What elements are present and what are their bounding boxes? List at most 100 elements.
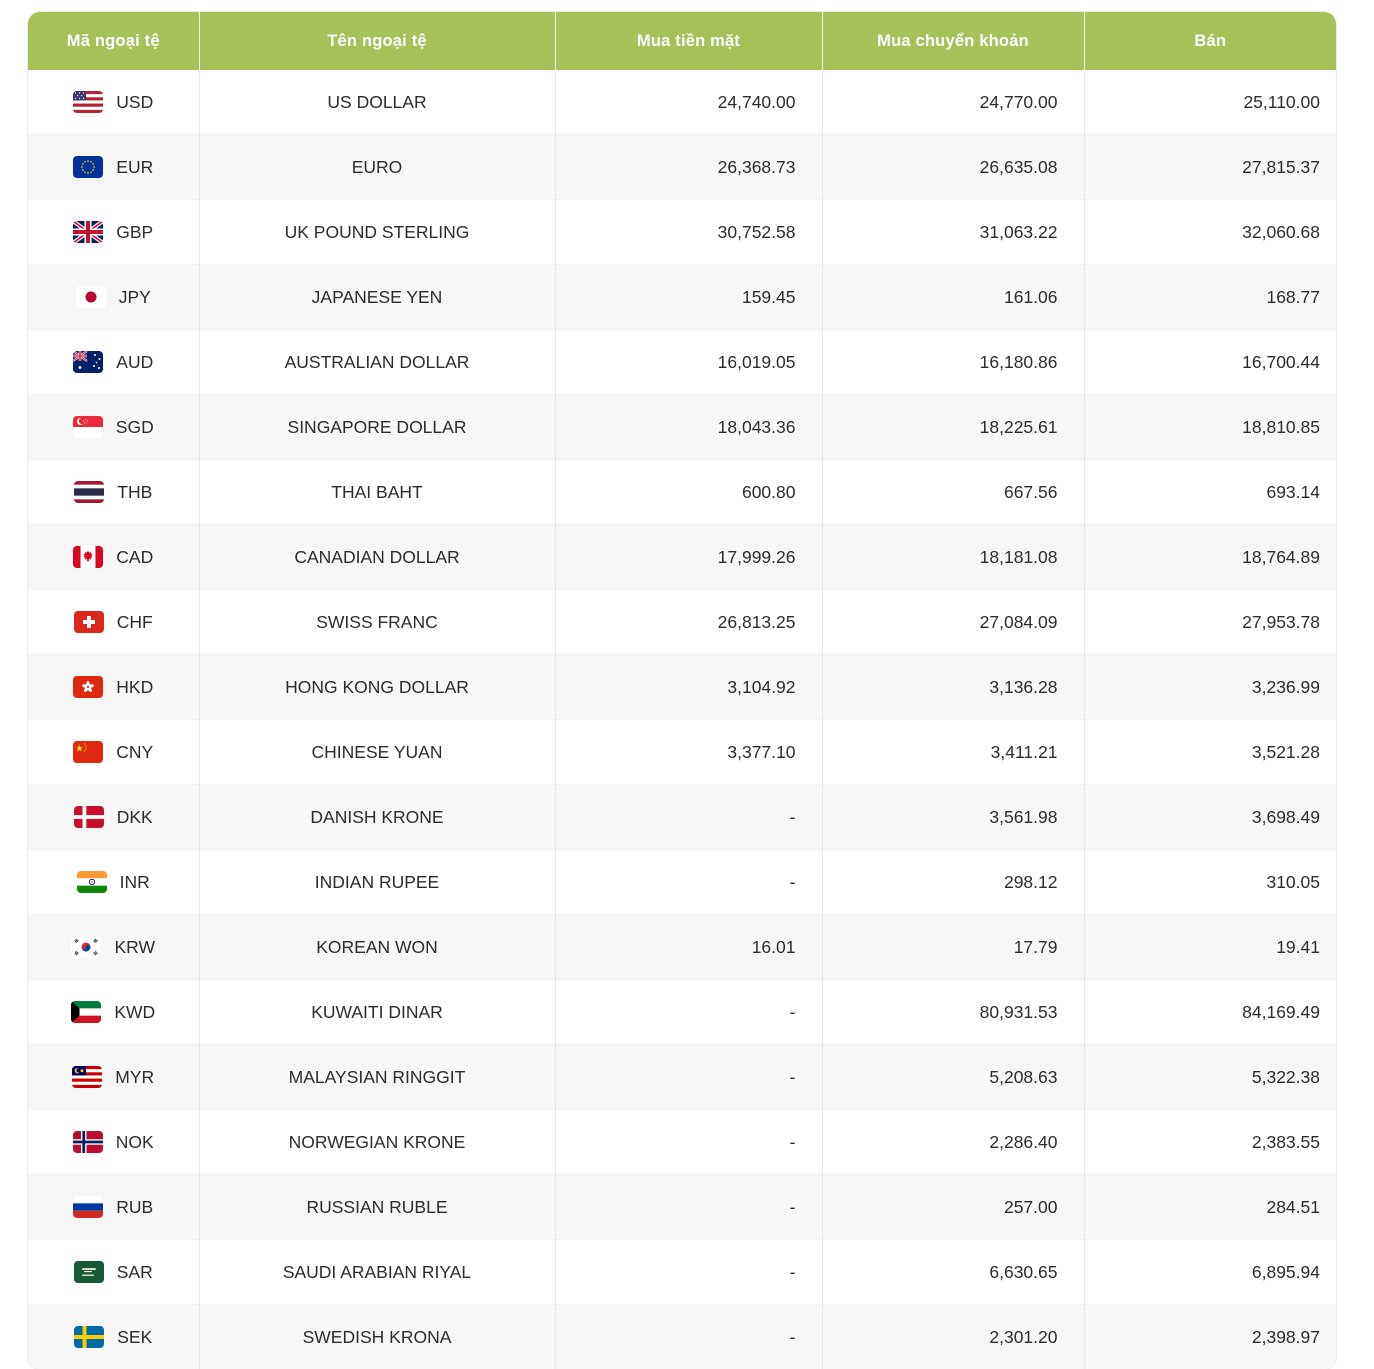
currency-name: HONG KONG DOLLAR <box>285 677 469 697</box>
buy-cash-value: 16.01 <box>752 937 796 957</box>
sell-value: 3,698.49 <box>1252 807 1320 827</box>
sell-value: 3,236.99 <box>1252 677 1320 697</box>
currency-code: KWD <box>114 1002 155 1023</box>
currency-code-cell: NOK <box>28 1110 199 1175</box>
flag-krw-icon <box>71 936 101 958</box>
column-header-name: Tên ngoại tệ <box>199 12 555 70</box>
flag-hkd-icon <box>73 676 103 698</box>
currency-code-cell: CAD <box>28 525 199 590</box>
buy-cash-cell: - <box>555 1045 822 1110</box>
buy-cash-value: 600.80 <box>742 482 796 502</box>
buy-transfer-cell: 6,630.65 <box>822 1240 1084 1305</box>
currency-code: JPY <box>119 287 151 308</box>
flag-jpy-icon <box>76 286 106 308</box>
sell-cell: 6,895.94 <box>1084 1240 1336 1305</box>
flag-cny-icon <box>73 741 103 763</box>
currency-code: SGD <box>116 417 154 438</box>
sell-value: 32,060.68 <box>1242 222 1320 242</box>
currency-code: CHF <box>117 612 153 633</box>
buy-transfer-cell: 18,181.08 <box>822 525 1084 590</box>
sell-value: 18,810.85 <box>1242 417 1320 437</box>
row-cad: CAD CANADIAN DOLLAR 17,999.26 18,181.08 18,7… <box>28 525 1336 590</box>
currency-code: DKK <box>117 807 153 828</box>
buy-cash-cell: - <box>555 1110 822 1175</box>
currency-name: NORWEGIAN KRONE <box>289 1132 466 1152</box>
buy-cash-value: 3,104.92 <box>727 677 795 697</box>
currency-code-cell: SEK <box>28 1305 199 1369</box>
buy-transfer-value: 31,063.22 <box>980 222 1058 242</box>
buy-transfer-cell: 298.12 <box>822 850 1084 915</box>
buy-transfer-value: 18,225.61 <box>980 417 1058 437</box>
buy-transfer-value: 27,084.09 <box>980 612 1058 632</box>
buy-transfer-value: 3,561.98 <box>989 807 1057 827</box>
buy-cash-value: - <box>790 1197 796 1217</box>
buy-transfer-value: 18,181.08 <box>980 547 1058 567</box>
buy-transfer-cell: 161.06 <box>822 265 1084 330</box>
buy-transfer-cell: 27,084.09 <box>822 590 1084 655</box>
buy-cash-cell: 3,104.92 <box>555 655 822 720</box>
currency-name: KUWAITI DINAR <box>311 1002 443 1022</box>
buy-transfer-cell: 667.56 <box>822 460 1084 525</box>
buy-cash-cell: 16,019.05 <box>555 330 822 395</box>
sell-cell: 310.05 <box>1084 850 1336 915</box>
buy-cash-cell: - <box>555 785 822 850</box>
currency-name-cell: JAPANESE YEN <box>199 265 555 330</box>
currency-name-cell: DANISH KRONE <box>199 785 555 850</box>
buy-transfer-cell: 3,561.98 <box>822 785 1084 850</box>
sell-cell: 18,764.89 <box>1084 525 1336 590</box>
buy-cash-cell: - <box>555 1305 822 1369</box>
flag-eur-icon <box>73 156 103 178</box>
currency-name-cell: KOREAN WON <box>199 915 555 980</box>
buy-cash-value: 16,019.05 <box>718 352 796 372</box>
currency-code: KRW <box>114 937 155 958</box>
currency-name: CHINESE YUAN <box>312 742 443 762</box>
currency-name: EURO <box>352 157 403 177</box>
sell-value: 25,110.00 <box>1243 92 1320 112</box>
currency-code-cell: AUD <box>28 330 199 395</box>
flag-gbp-icon <box>73 221 103 243</box>
currency-code-cell: USD <box>28 70 199 135</box>
currency-code-cell: JPY <box>28 265 199 330</box>
buy-transfer-cell: 18,225.61 <box>822 395 1084 460</box>
buy-cash-cell: 18,043.36 <box>555 395 822 460</box>
sell-cell: 3,236.99 <box>1084 655 1336 720</box>
buy-transfer-value: 161.06 <box>1004 287 1058 307</box>
currency-name: CANADIAN DOLLAR <box>294 547 459 567</box>
currency-code-cell: THB <box>28 460 199 525</box>
buy-transfer-value: 3,411.21 <box>991 742 1058 762</box>
currency-name: KOREAN WON <box>316 937 438 957</box>
currency-code-cell: MYR <box>28 1045 199 1110</box>
buy-cash-cell: 159.45 <box>555 265 822 330</box>
buy-transfer-value: 24,770.00 <box>980 92 1058 112</box>
currency-name-cell: RUSSIAN RUBLE <box>199 1175 555 1240</box>
currency-name-cell: INDIAN RUPEE <box>199 850 555 915</box>
column-header-transfer: Mua chuyển khoản <box>822 12 1084 70</box>
sell-cell: 25,110.00 <box>1084 70 1336 135</box>
sell-value: 27,953.78 <box>1242 612 1320 632</box>
buy-transfer-value: 6,630.65 <box>989 1262 1057 1282</box>
currency-code: AUD <box>116 352 153 373</box>
currency-code: THB <box>117 482 152 503</box>
currency-name: SWISS FRANC <box>316 612 438 632</box>
buy-transfer-value: 2,286.40 <box>989 1132 1057 1152</box>
buy-cash-cell: - <box>555 1175 822 1240</box>
buy-cash-value: - <box>790 872 796 892</box>
flag-sar-icon <box>74 1261 104 1283</box>
currency-code: CAD <box>116 547 153 568</box>
buy-cash-cell: 24,740.00 <box>555 70 822 135</box>
buy-cash-value: 17,999.26 <box>718 547 796 567</box>
buy-cash-value: - <box>790 807 796 827</box>
buy-transfer-value: 16,180.86 <box>980 352 1058 372</box>
buy-transfer-cell: 80,931.53 <box>822 980 1084 1045</box>
